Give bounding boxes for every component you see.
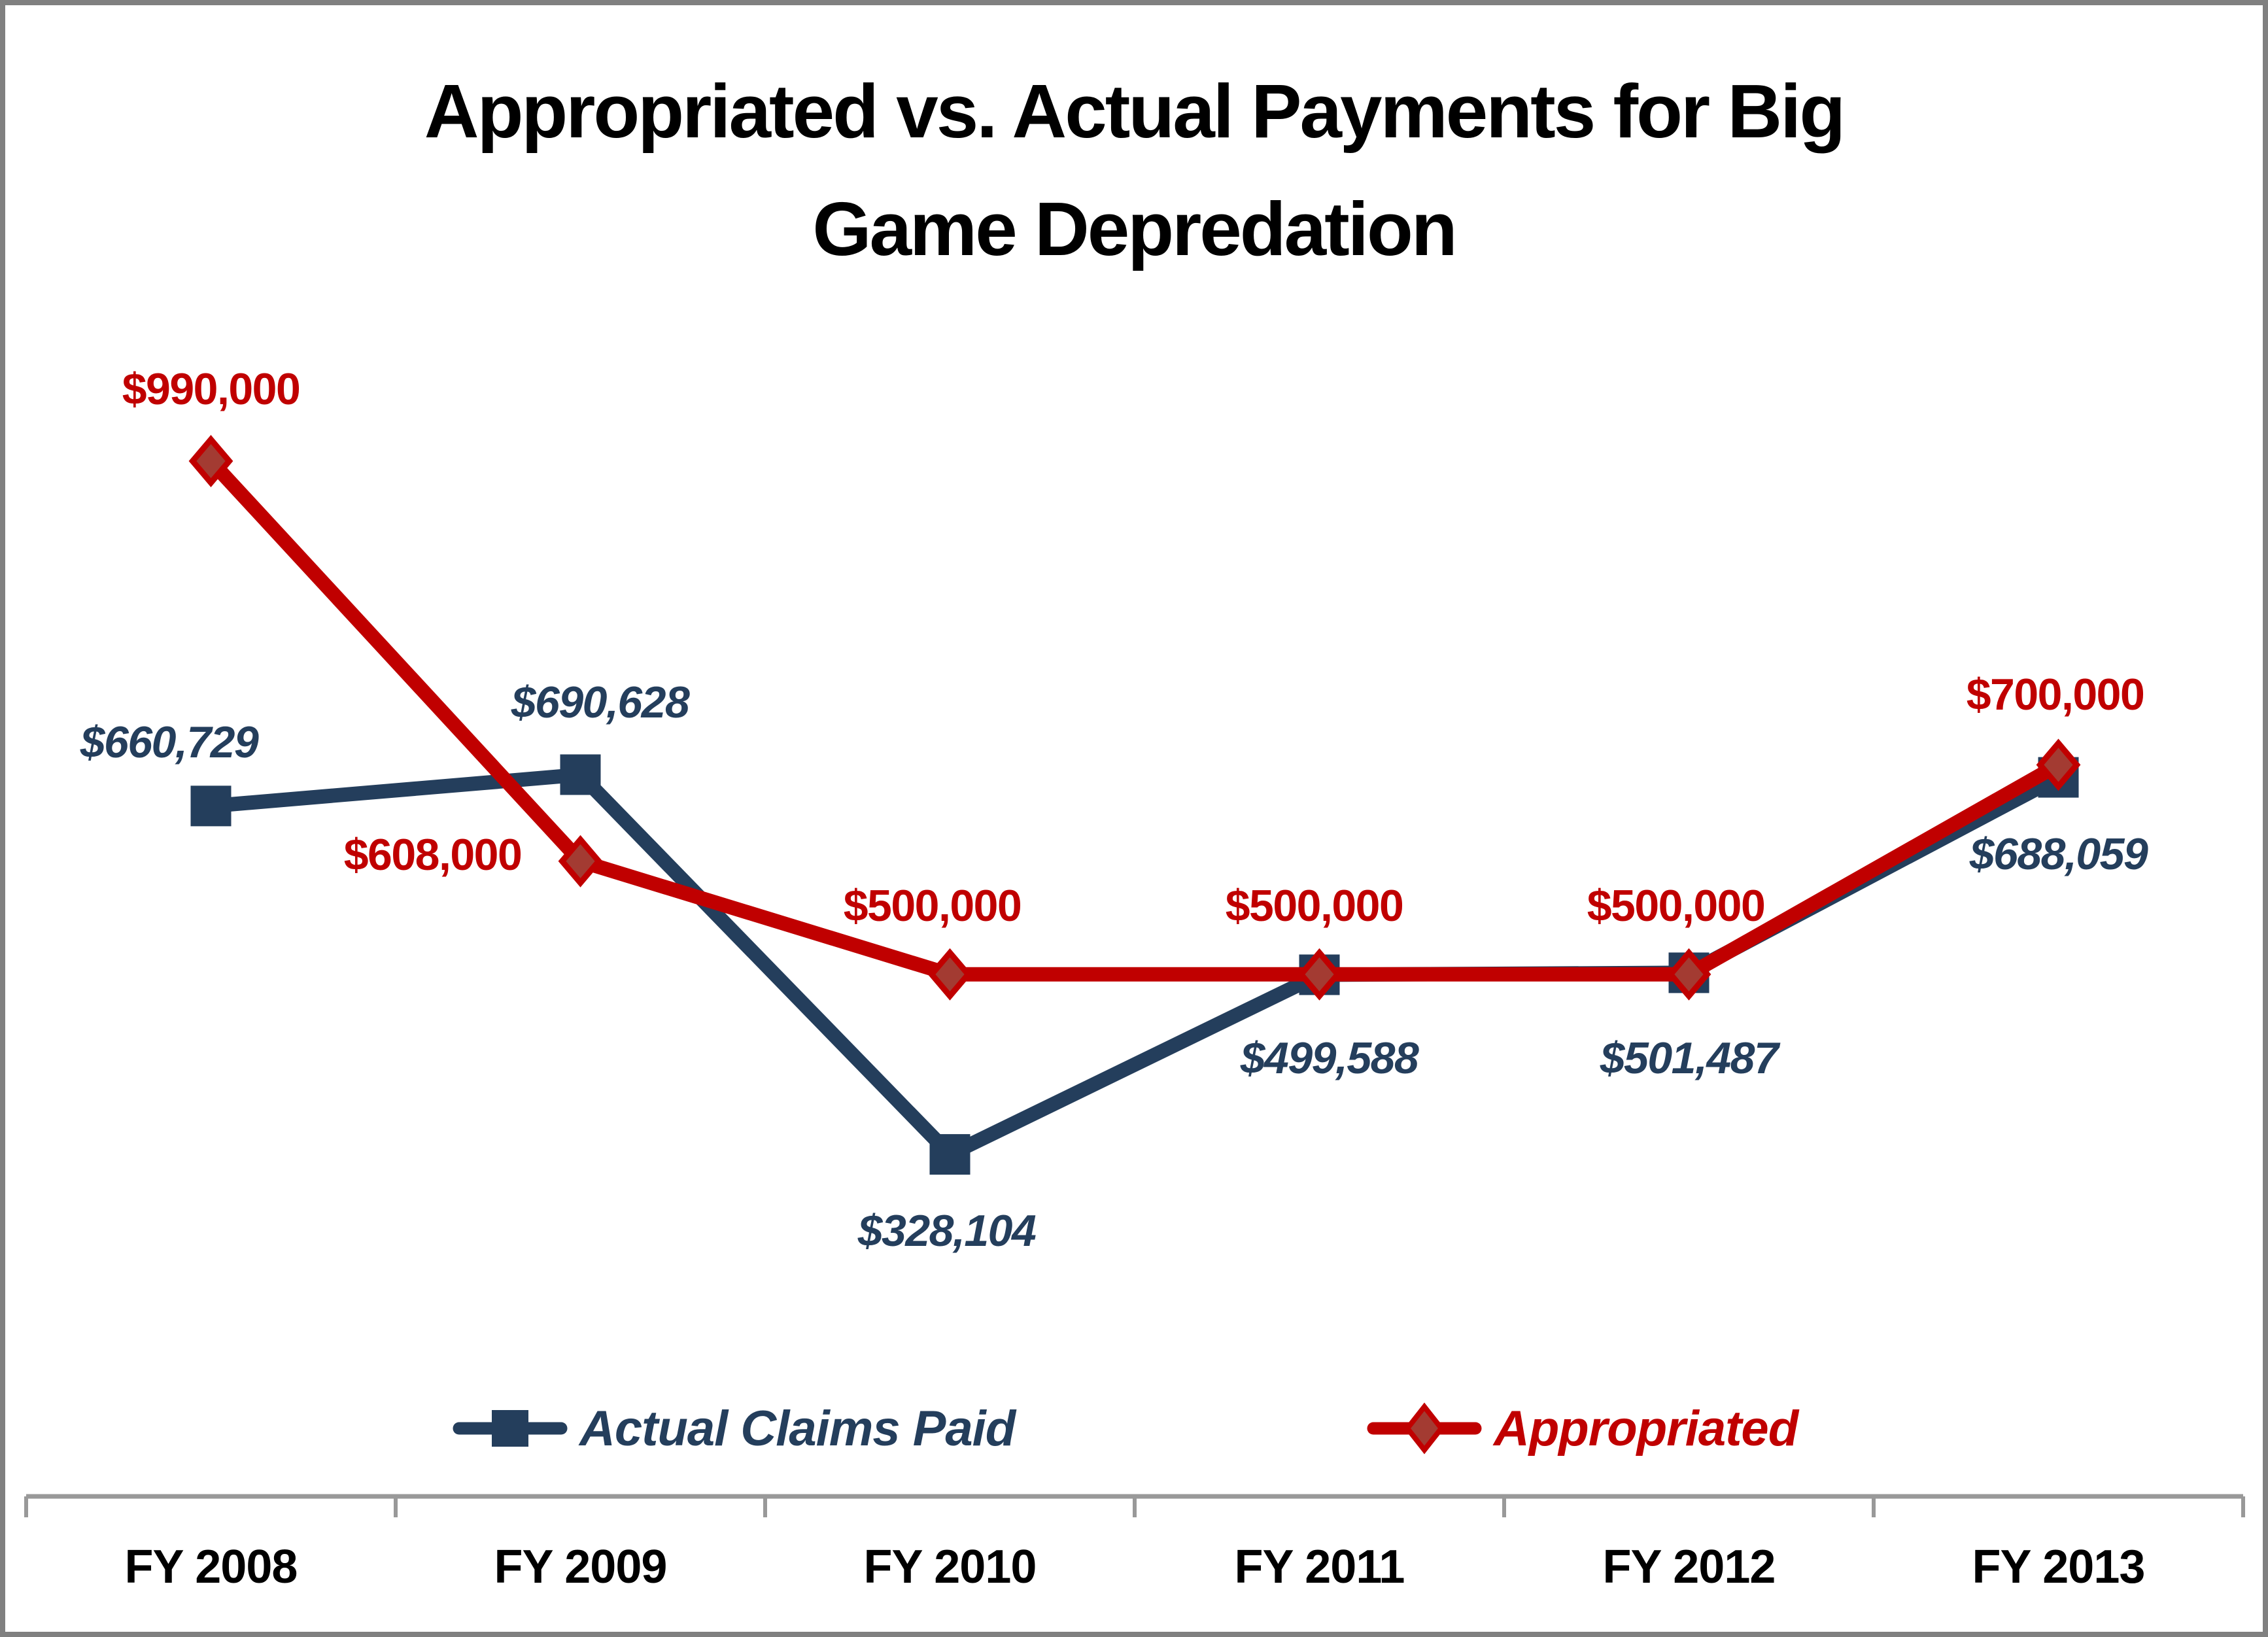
square-marker-icon-actual-claims-paid-2 <box>929 1134 971 1175</box>
legend-swatch-appropriated <box>1367 1402 1482 1455</box>
diamond-marker-icon-appropriated-3 <box>1297 948 1342 1001</box>
x-tick-label-fy-2010: FY 2010 <box>863 1541 1037 1593</box>
data-label-actual-claims-paid-0: $660,729 <box>80 717 259 768</box>
diamond-marker-icon-appropriated-4 <box>1666 948 1711 1001</box>
data-label-appropriated-3: $500,000 <box>1225 880 1404 931</box>
square-marker-icon-actual-claims-paid-1 <box>560 754 601 795</box>
diamond-marker-icon-appropriated-5 <box>2036 738 2081 791</box>
chart-title-line2: Game Depredation <box>812 186 1457 271</box>
legend-label-appropriated: Appropriated <box>1494 1400 1798 1456</box>
chart-title-line1: Appropriated vs. Actual Payments for Big <box>424 69 1846 154</box>
x-tick-label-fy-2008: FY 2008 <box>124 1541 298 1593</box>
data-label-appropriated-0: $990,000 <box>122 364 301 414</box>
diamond-marker-icon-appropriated-1 <box>558 835 603 887</box>
legend-square-marker-icon <box>492 1410 528 1447</box>
data-label-appropriated-5: $700,000 <box>1966 670 2145 720</box>
x-tick-label-fy-2009: FY 2009 <box>494 1541 668 1593</box>
data-label-actual-claims-paid-2: $328,104 <box>857 1206 1037 1256</box>
x-tick-label-fy-2012: FY 2012 <box>1602 1541 1776 1593</box>
data-label-appropriated-1: $608,000 <box>343 829 523 880</box>
x-tick-label-fy-2011: FY 2011 <box>1234 1541 1405 1593</box>
square-marker-icon-actual-claims-paid-0 <box>190 785 232 827</box>
legend-diamond-marker-icon <box>1403 1402 1445 1455</box>
data-label-actual-claims-paid-1: $690,628 <box>511 678 690 728</box>
legend-item-actual-claims-paid: Actual Claims Paid <box>451 1399 1016 1458</box>
chart-title: Appropriated vs. Actual Payments for Big… <box>0 52 2268 288</box>
data-label-appropriated-2: $500,000 <box>843 880 1022 931</box>
data-label-actual-claims-paid-5: $688,059 <box>1969 829 2148 879</box>
x-tick-label-fy-2013: FY 2013 <box>1972 1541 2146 1593</box>
legend-item-appropriated: Appropriated <box>1366 1399 1798 1458</box>
series-line-appropriated <box>205 456 2062 982</box>
data-label-appropriated-4: $500,000 <box>1587 880 1766 931</box>
data-label-actual-claims-paid-4: $501,487 <box>1600 1033 1779 1084</box>
legend-swatch-actual-claims-paid <box>453 1410 568 1447</box>
legend-label-actual-claims-paid: Actual Claims Paid <box>579 1400 1016 1456</box>
diamond-marker-icon-appropriated-0 <box>188 435 233 487</box>
data-label-actual-claims-paid-3: $499,588 <box>1240 1033 1419 1084</box>
diamond-marker-icon-appropriated-2 <box>927 948 972 1001</box>
